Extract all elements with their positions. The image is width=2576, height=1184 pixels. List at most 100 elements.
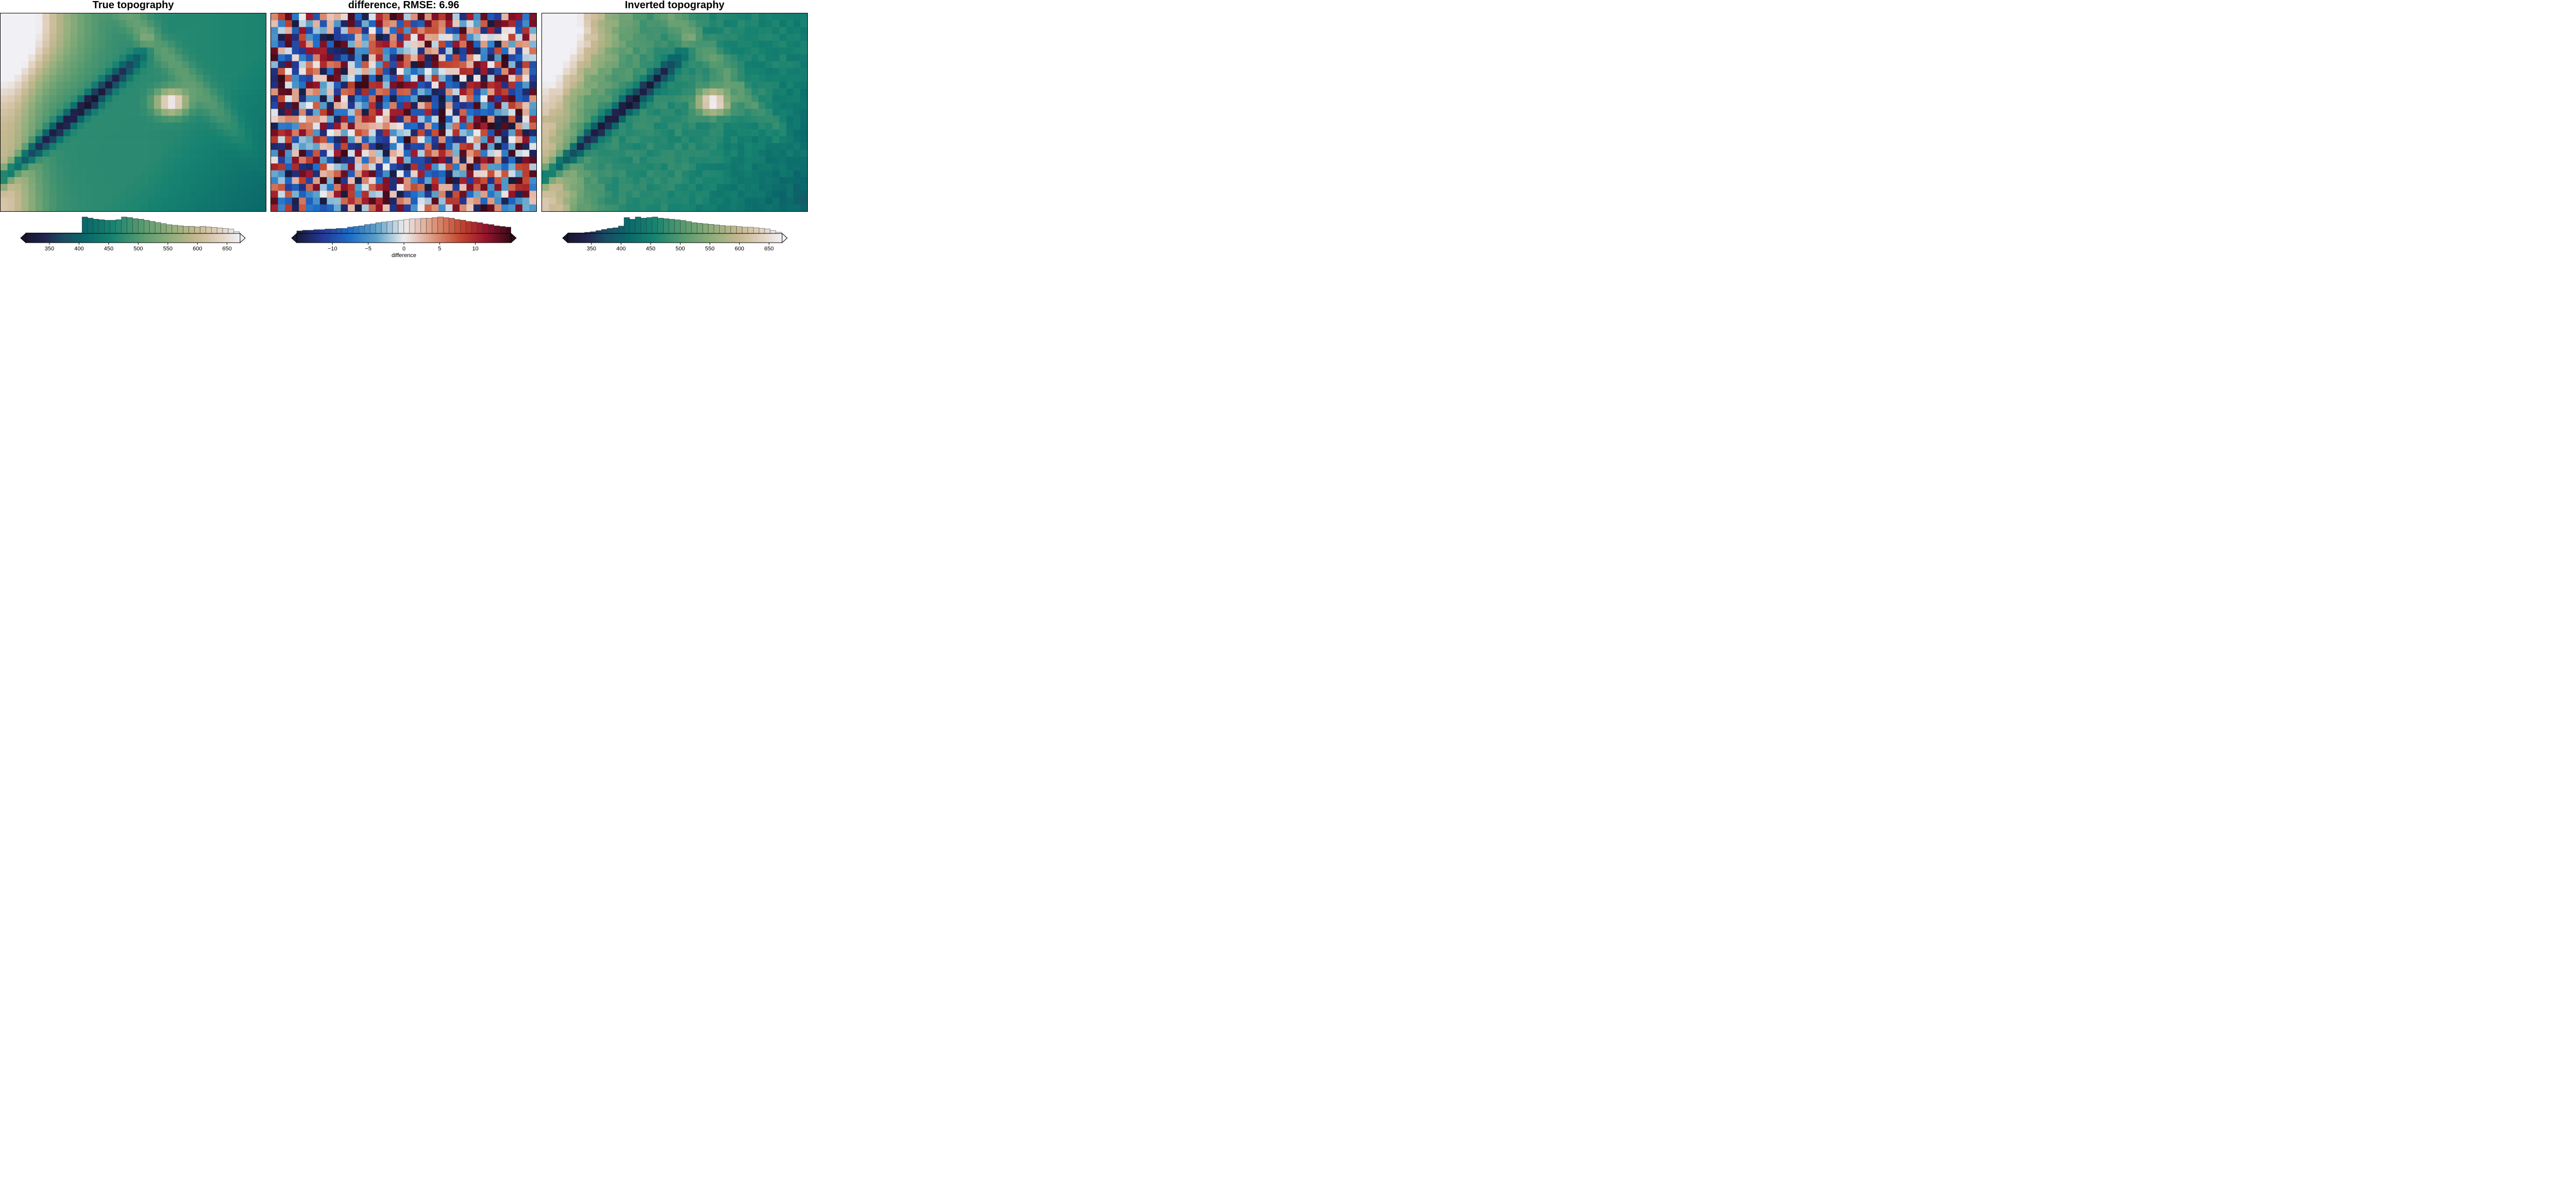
colorbar-segment <box>416 233 419 243</box>
heatmap-cell <box>133 81 141 89</box>
colorbar-segment <box>612 233 615 243</box>
heatmap-cell <box>438 47 446 55</box>
heatmap-cell <box>682 204 689 211</box>
heatmap-cell <box>709 149 717 157</box>
heatmap-cell <box>577 75 584 82</box>
heatmap-cell <box>271 102 278 109</box>
heatmap-cell <box>327 40 334 48</box>
heatmap-cell <box>161 54 168 61</box>
colorbar-segment <box>666 233 668 243</box>
heatmap-cell <box>800 88 807 96</box>
heatmap-cell <box>210 13 217 21</box>
heatmap-cell <box>522 136 530 143</box>
colorbar-segment <box>216 233 219 243</box>
heatmap-cell <box>730 129 738 137</box>
heatmap-cell <box>723 20 731 27</box>
heatmap-cell <box>245 109 252 116</box>
heatmap-cell <box>438 163 446 171</box>
heatmap-cell <box>28 88 36 96</box>
heatmap-cell <box>91 122 99 130</box>
heatmap-cell <box>299 13 307 21</box>
heatmap-cell <box>327 47 334 55</box>
heatmap-cell <box>529 27 536 34</box>
heatmap-cell <box>584 115 591 123</box>
heatmap-cell <box>91 95 99 103</box>
heatmap-cell <box>362 54 369 61</box>
heatmap-cell <box>682 40 689 48</box>
heatmap-cell <box>42 163 50 171</box>
heatmap-cell <box>389 67 397 75</box>
heatmap-cell <box>319 95 327 103</box>
heatmap-cell <box>466 102 474 109</box>
heatmap-cell <box>333 149 341 157</box>
heatmap-cell <box>556 122 563 130</box>
heatmap-cell <box>224 33 231 41</box>
heatmap-cell <box>333 54 341 61</box>
heatmap-cell <box>730 170 738 178</box>
heatmap-cell <box>21 40 29 48</box>
heatmap-cell <box>14 184 22 191</box>
heatmap-cell <box>161 95 168 103</box>
heatmap-cell <box>1 95 8 103</box>
heatmap-cell <box>598 143 605 150</box>
heatmap-cell <box>271 54 278 61</box>
heatmap-cell <box>667 95 675 103</box>
heatmap-cell <box>542 88 549 96</box>
heatmap-cell <box>271 40 278 48</box>
heatmap-cell <box>35 40 43 48</box>
heatmap-cell <box>154 204 161 211</box>
heatmap-cell <box>1 163 8 171</box>
histogram-bar <box>623 217 630 234</box>
heatmap-cell <box>563 20 570 27</box>
heatmap-cell <box>800 204 807 211</box>
heatmap-cell <box>299 149 307 157</box>
heatmap-cell <box>737 122 745 130</box>
heatmap-cell <box>501 157 509 164</box>
heatmap-cell <box>425 170 432 178</box>
colorbar-segment <box>698 233 701 243</box>
heatmap-cell <box>292 75 299 82</box>
heatmap-cell <box>313 197 320 205</box>
heatmap-cell <box>751 136 759 143</box>
heatmap-cell <box>737 129 745 137</box>
heatmap-cell <box>625 81 633 89</box>
heatmap-cell <box>362 67 369 75</box>
heatmap-cell <box>730 109 738 116</box>
heatmap-cell <box>105 157 113 164</box>
heatmap-cell <box>56 129 64 137</box>
heatmap-cell <box>570 149 578 157</box>
heatmap-cell <box>77 136 84 143</box>
heatmap-cell <box>508 75 516 82</box>
heatmap-cell <box>278 157 285 164</box>
heatmap-cell <box>702 136 710 143</box>
colorbar-segment <box>359 233 362 243</box>
heatmap-cell <box>730 157 738 164</box>
heatmap-cell <box>480 67 488 75</box>
colorbar-segment <box>484 233 487 243</box>
heatmap-cell <box>7 122 15 130</box>
heatmap-cell <box>7 191 15 198</box>
heatmap-cell <box>438 149 446 157</box>
histogram-bar <box>127 217 133 234</box>
heatmap-cell <box>438 81 446 89</box>
heatmap-cell <box>42 40 50 48</box>
heatmap-cell <box>348 136 355 143</box>
heatmap-cell <box>709 81 717 89</box>
heatmap-cell <box>196 67 204 75</box>
heatmap-cell <box>612 20 619 27</box>
heatmap-cell <box>63 177 71 184</box>
heatmap-cell <box>112 149 120 157</box>
heatmap-cell <box>688 122 696 130</box>
heatmap-cell <box>793 170 801 178</box>
heatmap-cell <box>238 157 245 164</box>
colorbar-segment <box>313 233 315 243</box>
heatmap-cell <box>452 54 460 61</box>
colorbar-segment <box>43 233 46 243</box>
heatmap-cell <box>459 27 467 34</box>
heatmap-cell <box>251 75 259 82</box>
heatmap-cell <box>91 197 99 205</box>
heatmap-cell <box>522 163 530 171</box>
histogram-bar <box>172 225 178 234</box>
heatmap-cell <box>696 88 703 96</box>
heatmap-cell <box>285 20 292 27</box>
